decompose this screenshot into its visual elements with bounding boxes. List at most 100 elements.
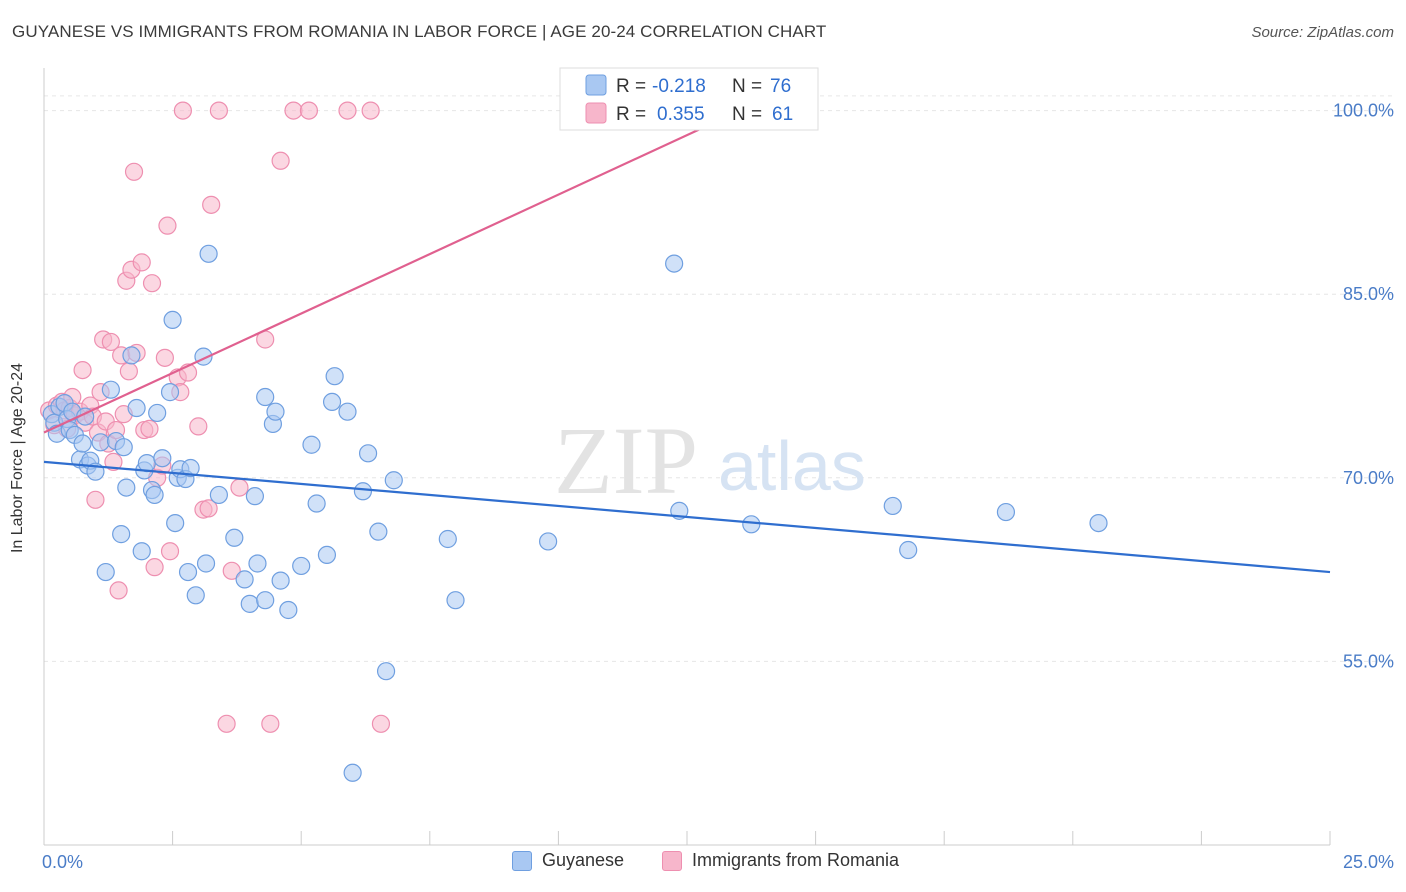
data-point: [883, 496, 902, 516]
data-point: [86, 490, 105, 509]
data-point: [307, 494, 326, 513]
data-point: [119, 362, 138, 381]
legend-r-label-2: R =: [616, 104, 646, 125]
legend-swatch-romania: [585, 102, 607, 124]
data-point: [338, 101, 357, 120]
data-point: [117, 478, 136, 497]
legend-r-value-1: -0.218: [652, 76, 706, 97]
data-point: [109, 581, 128, 600]
legend-swatch-guyanese: [585, 74, 607, 96]
data-point: [353, 482, 373, 501]
data-point: [271, 571, 290, 590]
data-point: [217, 714, 236, 733]
data-point: [186, 586, 205, 605]
legend-item-romania: Immigrants from Romania: [662, 850, 899, 871]
data-point: [158, 216, 177, 235]
data-point: [358, 444, 378, 463]
data-point: [101, 380, 120, 399]
watermark-zip: ZIP: [554, 407, 698, 514]
data-point: [202, 195, 221, 214]
data-point: [996, 502, 1016, 522]
data-point: [137, 454, 156, 473]
chart-title: GUYANESE VS IMMIGRANTS FROM ROMANIA IN L…: [12, 22, 827, 41]
legend-n-label-1: N =: [732, 76, 762, 97]
data-point: [361, 101, 380, 120]
data-point: [256, 591, 275, 610]
y-tick-label: 70.0%: [1343, 468, 1394, 488]
data-point: [539, 532, 558, 551]
data-point: [153, 449, 172, 468]
data-point: [73, 434, 92, 453]
legend-label-romania: Immigrants from Romania: [692, 850, 900, 870]
data-point: [899, 540, 918, 560]
legend-swatch-guyanese-bottom: [512, 850, 532, 871]
watermark-atlas: atlas: [718, 427, 866, 505]
series-legend: Guyanese Immigrants from Romania: [0, 850, 1406, 878]
data-point: [371, 714, 391, 733]
data-point: [91, 433, 110, 452]
data-point: [132, 253, 151, 272]
trend-lines: [43, 93, 1331, 574]
data-point: [271, 151, 290, 170]
data-point: [160, 383, 180, 402]
data-point: [189, 417, 208, 436]
legend-swatch-romania-bottom: [662, 850, 682, 871]
data-point: [279, 600, 298, 620]
legend-n-value-2: 61: [772, 104, 793, 125]
data-point: [742, 515, 761, 534]
data-point: [166, 513, 185, 533]
data-point: [325, 367, 344, 386]
data-point: [665, 254, 684, 273]
data-point: [376, 662, 396, 681]
x-tick-label-max: 25.0%: [1342, 852, 1394, 872]
data-point: [240, 594, 259, 613]
data-point: [256, 387, 275, 407]
legend-r-label-1: R =: [616, 76, 646, 97]
data-point: [292, 556, 311, 576]
data-point: [148, 403, 167, 423]
data-point: [142, 274, 162, 293]
data-point: [199, 499, 218, 518]
data-point: [302, 435, 321, 454]
trend-line: [43, 460, 1331, 574]
data-point: [245, 487, 265, 506]
data-point: [369, 522, 388, 541]
data-point: [222, 561, 241, 580]
y-tick-label: 85.0%: [1343, 284, 1394, 304]
data-point: [160, 542, 180, 561]
data-point: [145, 485, 164, 505]
data-point: [209, 485, 228, 505]
data-point: [1089, 513, 1108, 533]
data-point: [225, 528, 244, 547]
data-point: [261, 714, 280, 733]
data-point: [384, 471, 403, 490]
data-point: [132, 542, 151, 561]
data-point: [181, 458, 200, 478]
data-point: [209, 101, 228, 120]
data-point: [284, 101, 303, 120]
data-point: [73, 360, 92, 380]
data-point: [124, 162, 144, 181]
data-point: [446, 591, 465, 610]
y-tick-label: 100.0%: [1333, 101, 1394, 121]
data-point: [438, 529, 457, 549]
legend-r-value-2: 0.355: [657, 104, 705, 125]
legend-item-guyanese: Guyanese: [512, 850, 624, 871]
data-point: [322, 392, 342, 412]
x-tick-label-min: 0.0%: [42, 852, 84, 872]
data-point: [96, 562, 115, 582]
data-point: [155, 348, 174, 367]
legend-n-value-1: 76: [770, 76, 791, 97]
data-point: [343, 763, 362, 782]
data-point: [230, 478, 249, 497]
data-point: [104, 452, 123, 471]
data-point: [122, 346, 141, 365]
y-tick-label: 55.0%: [1343, 651, 1394, 671]
data-point: [266, 402, 285, 421]
data-point: [101, 332, 120, 352]
trend-line: [43, 93, 775, 434]
legend-label-guyanese: Guyanese: [542, 850, 625, 870]
correlation-legend: R = -0.218 N = 76 R = 0.355 N = 61: [559, 67, 819, 131]
data-point: [163, 310, 182, 330]
